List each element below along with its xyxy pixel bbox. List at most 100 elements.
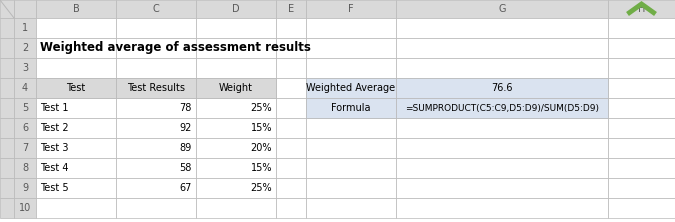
Bar [0,138,14,158]
Bar [306,78,396,98]
Text: H: H [638,4,645,14]
Bar [608,138,675,158]
Bar [196,98,276,118]
Bar [14,18,36,38]
Bar [608,78,675,98]
Text: 89: 89 [180,143,192,153]
Bar [116,198,196,218]
Bar [196,58,276,78]
Bar [14,118,36,138]
Bar [306,198,396,218]
Bar [116,78,196,98]
Bar [396,178,608,198]
Bar [306,98,396,118]
Text: 4: 4 [22,83,28,93]
Bar [608,198,675,218]
Text: 2: 2 [22,43,28,53]
Text: 15%: 15% [250,123,272,133]
Bar [306,78,396,98]
Bar [396,38,608,58]
Bar [36,38,116,58]
Bar [608,0,675,18]
Text: 10: 10 [19,203,31,213]
Text: 20%: 20% [250,143,272,153]
Text: Test 2: Test 2 [40,123,69,133]
Bar [608,178,675,198]
Bar [396,0,608,18]
Bar [276,138,306,158]
Text: Weighted Average: Weighted Average [306,83,396,93]
Bar [14,58,36,78]
Bar [116,118,196,138]
Bar [196,178,276,198]
Bar [116,58,196,78]
Bar [36,78,116,98]
Text: Test 4: Test 4 [40,163,68,173]
Bar [0,178,14,198]
Text: 5: 5 [22,103,28,113]
Text: 1: 1 [22,23,28,33]
Bar [116,18,196,38]
Bar [116,178,196,198]
Text: Test: Test [66,83,86,93]
Text: Test 5: Test 5 [40,183,69,193]
Bar [196,118,276,138]
Bar [116,38,196,58]
Bar [306,58,396,78]
Bar [276,178,306,198]
Bar [396,18,608,38]
Bar [276,0,306,18]
Text: Weight: Weight [219,83,253,93]
Text: 9: 9 [22,183,28,193]
Bar [0,98,14,118]
Bar [0,78,14,98]
Bar [396,98,608,118]
Bar [36,78,116,98]
Bar [276,18,306,38]
Text: Formula: Formula [331,103,371,113]
Bar [36,0,116,18]
Text: C: C [153,4,159,14]
Bar [36,138,116,158]
Bar [306,0,396,18]
Bar [14,0,36,18]
Bar [196,18,276,38]
Bar [14,98,36,118]
Bar [116,0,196,18]
Bar [276,198,306,218]
Bar [306,18,396,38]
Bar [14,38,36,58]
Bar [396,158,608,178]
Bar [608,98,675,118]
Bar [608,58,675,78]
Text: Test Results: Test Results [127,83,185,93]
Text: B: B [73,4,80,14]
Bar [14,178,36,198]
Bar [306,138,396,158]
Bar [196,198,276,218]
Bar [36,158,116,178]
Bar [306,178,396,198]
Bar [276,78,306,98]
Bar [306,38,396,58]
Bar [36,98,116,118]
Bar [276,158,306,178]
Bar [396,198,608,218]
Bar [396,78,608,98]
Bar [14,138,36,158]
Bar [396,138,608,158]
Bar [0,58,14,78]
Bar [0,158,14,178]
Bar [116,138,196,158]
Text: 3: 3 [22,63,28,73]
Bar [196,158,276,178]
Bar [196,138,276,158]
Bar [36,118,116,138]
Bar [196,78,276,98]
Bar [276,58,306,78]
Bar [196,0,276,18]
Bar [196,38,276,58]
Bar [276,118,306,138]
Bar [36,198,116,218]
Text: Weighted average of assessment results: Weighted average of assessment results [40,42,311,54]
